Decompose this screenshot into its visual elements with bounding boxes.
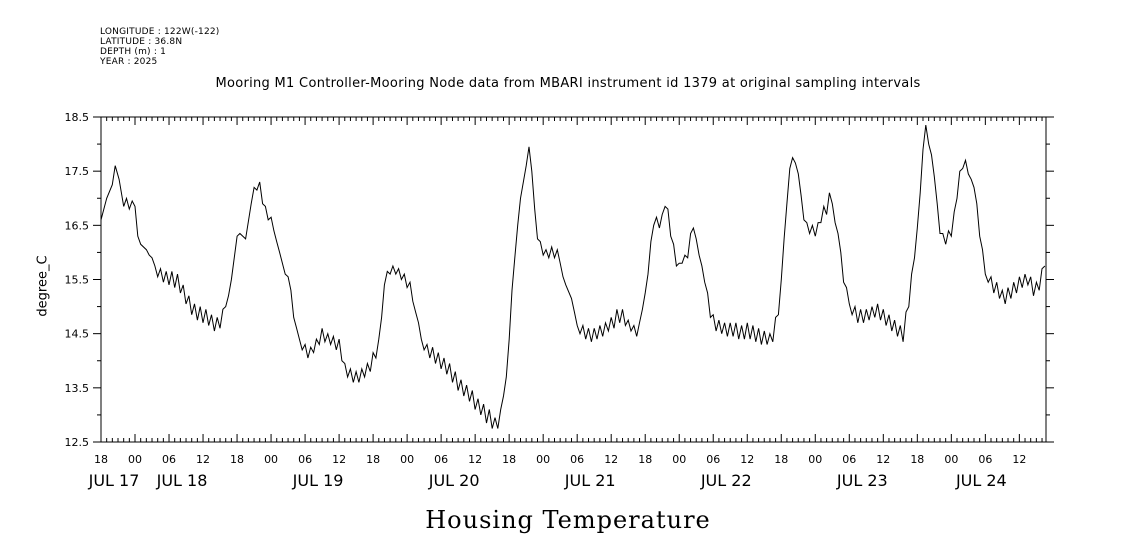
y-tick-label: 12.5 bbox=[65, 436, 90, 449]
x-tick-label: 00 bbox=[264, 453, 278, 466]
plot-frame bbox=[100, 116, 1047, 443]
x-tick-label: 06 bbox=[570, 453, 584, 466]
x-day-label: JUL 20 bbox=[428, 471, 480, 490]
x-tick-label: 00 bbox=[944, 453, 958, 466]
depth-label: DEPTH (m) : 1 bbox=[100, 47, 167, 57]
y-tick-label: 18.5 bbox=[65, 111, 90, 124]
y-tick-label: 16.5 bbox=[65, 219, 90, 232]
x-tick-label: 12 bbox=[604, 453, 618, 466]
axis-tick-labels: 12.5 13.5 14.5 15.5 16.5 17.5 18.5 18 00 06 12 18 00… bbox=[65, 111, 1027, 490]
x-tick-label: 18 bbox=[910, 453, 924, 466]
chart-caption: Housing Temperature bbox=[425, 506, 711, 534]
x-tick-label: 12 bbox=[876, 453, 890, 466]
x-tick-label: 18 bbox=[774, 453, 788, 466]
y-tick-label: 14.5 bbox=[65, 328, 90, 341]
latitude-label: LATITUDE : 36.8N bbox=[100, 37, 183, 47]
chart-title: Mooring M1 Controller-Mooring Node data … bbox=[215, 76, 921, 91]
x-tick-label: 06 bbox=[842, 453, 856, 466]
y-tick-label: 17.5 bbox=[65, 165, 90, 178]
year-label: YEAR : 2025 bbox=[100, 57, 158, 67]
x-tick-label: 18 bbox=[638, 453, 652, 466]
x-tick-label: 18 bbox=[230, 453, 244, 466]
x-tick-label: 06 bbox=[706, 453, 720, 466]
x-tick-label: 18 bbox=[502, 453, 516, 466]
x-day-label: JUL 23 bbox=[836, 471, 888, 490]
x-tick-label: 12 bbox=[1012, 453, 1026, 466]
x-tick-label: 12 bbox=[332, 453, 346, 466]
y-tick-label: 13.5 bbox=[65, 382, 90, 395]
x-tick-label: 06 bbox=[434, 453, 448, 466]
x-tick-label: 18 bbox=[366, 453, 380, 466]
x-day-label: JUL 17 bbox=[88, 471, 140, 490]
x-day-label: JUL 18 bbox=[156, 471, 208, 490]
x-tick-label: 00 bbox=[536, 453, 550, 466]
y-tick-label: 15.5 bbox=[65, 274, 90, 287]
axis-ticks bbox=[93, 116, 1054, 443]
x-day-label: JUL 22 bbox=[700, 471, 752, 490]
x-tick-label: 00 bbox=[400, 453, 414, 466]
longitude-label: LONGITUDE : 122W(-122) bbox=[100, 27, 220, 37]
x-tick-label: 00 bbox=[672, 453, 686, 466]
x-tick-label: 18 bbox=[94, 453, 108, 466]
x-tick-label: 06 bbox=[978, 453, 992, 466]
x-tick-label: 06 bbox=[162, 453, 176, 466]
x-tick-label: 00 bbox=[128, 453, 142, 466]
x-tick-label: 06 bbox=[298, 453, 312, 466]
x-tick-label: 00 bbox=[808, 453, 822, 466]
x-day-label: JUL 24 bbox=[955, 471, 1007, 490]
x-tick-label: 12 bbox=[196, 453, 210, 466]
x-day-label: JUL 21 bbox=[564, 471, 616, 490]
data-series-line bbox=[100, 125, 1046, 429]
x-tick-label: 12 bbox=[468, 453, 482, 466]
x-day-label: JUL 19 bbox=[292, 471, 344, 490]
x-tick-label: 12 bbox=[740, 453, 754, 466]
